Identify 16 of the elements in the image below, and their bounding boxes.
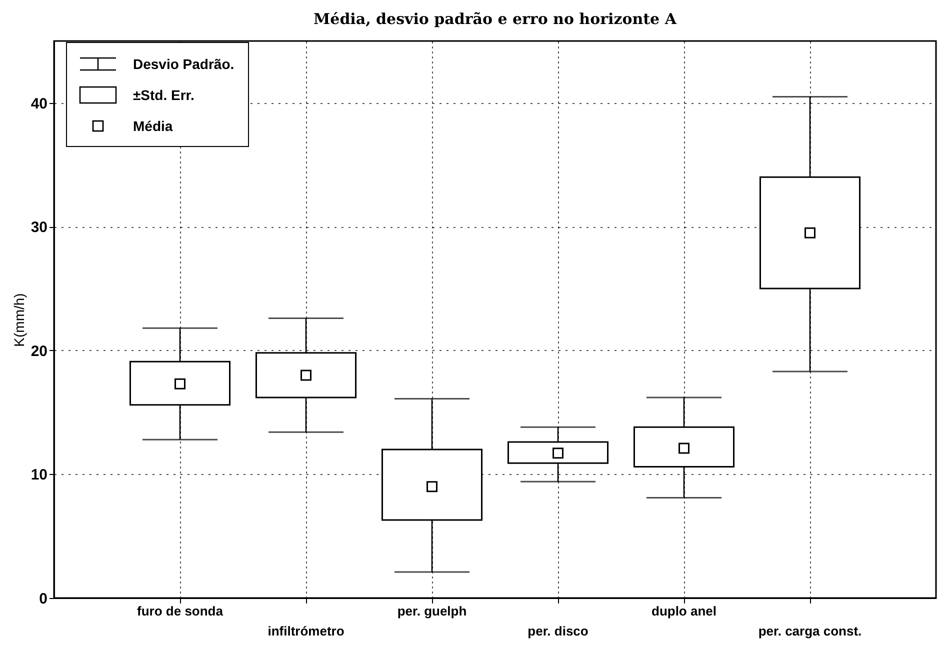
x-tick-label: infiltrómetro: [268, 624, 344, 638]
x-tick-label: per. guelph: [397, 604, 467, 618]
y-tick-label: 10: [30, 466, 48, 484]
annotation: Desvio Padrão.: [133, 56, 234, 72]
y-tick-label: 30: [30, 219, 48, 236]
y-tick-label: 20: [30, 342, 48, 360]
y-tick-label: 40: [30, 95, 48, 112]
x-tick-label: per. carga const.: [758, 624, 862, 638]
annotation: Média: [133, 118, 173, 134]
x-tick-label: per. disco: [528, 624, 588, 638]
y-tick-label: 0: [39, 590, 48, 608]
x-tick-label: duplo anel: [652, 604, 716, 618]
x-tick-label: furo de sonda: [137, 604, 224, 618]
annotation: ±Std. Err.: [133, 86, 194, 102]
y-axis-title: K(mm/h): [10, 293, 27, 347]
chart-title: Média, desvio padrão e erro no horizonte A: [314, 10, 677, 28]
